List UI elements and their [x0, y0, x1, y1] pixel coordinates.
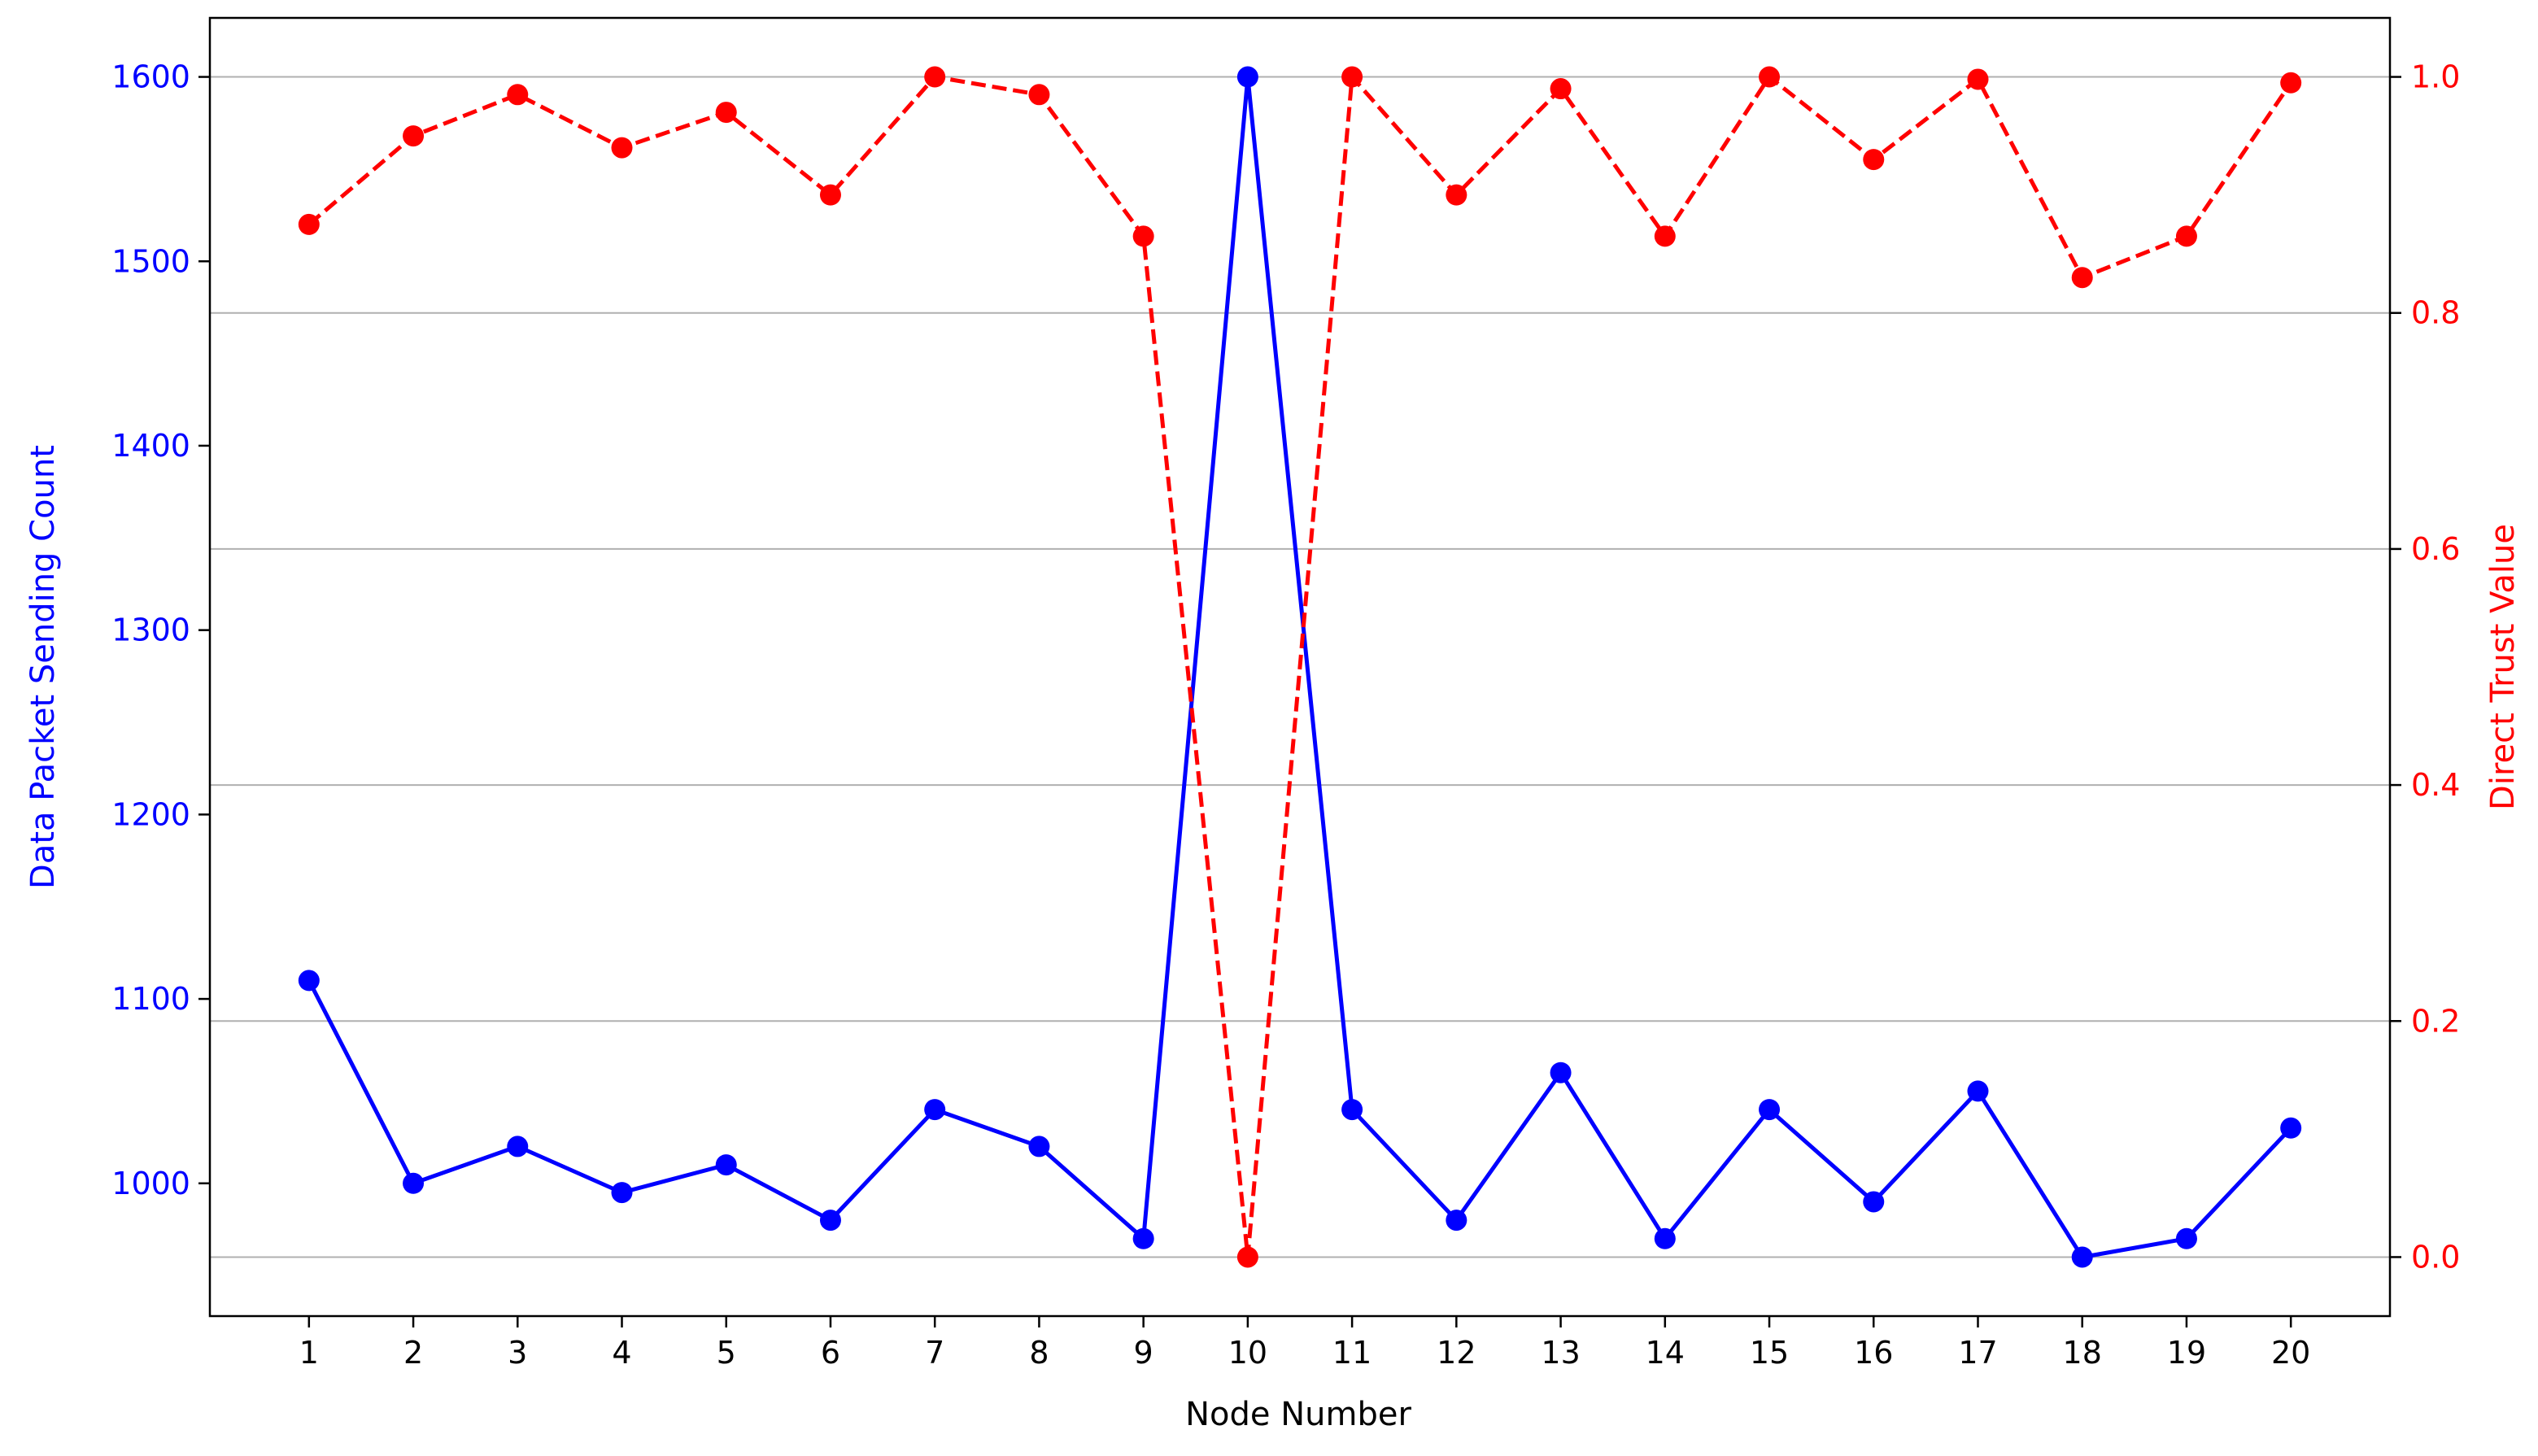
trust-value-point: [1028, 84, 1050, 106]
packet-count-point: [1550, 1061, 1572, 1083]
trust-value-point: [819, 184, 841, 206]
left-y-tick-label: 1200: [111, 796, 190, 832]
right-y-axis: 0.0 0.2 0.4 0.6 0.8 1.0: [2390, 59, 2460, 1275]
left-y-tick-label: 1500: [111, 243, 190, 279]
x-tick-label: 5: [717, 1335, 736, 1371]
right-y-tick-label: 0.4: [2411, 767, 2460, 803]
packet-count-point: [924, 1099, 946, 1121]
grid-lines: [210, 76, 2390, 1258]
right-y-tick-label: 1.0: [2411, 59, 2460, 95]
x-tick-label: 15: [1750, 1335, 1789, 1371]
packet-count-point: [1132, 1227, 1154, 1249]
series-layer: [298, 66, 2302, 1268]
packet-count-point: [1654, 1227, 1676, 1249]
left-y-tick-label: 1100: [111, 981, 190, 1017]
packet-count-point: [611, 1182, 633, 1204]
trust-value-point: [1236, 1246, 1258, 1268]
trust-value-point: [1759, 66, 1781, 88]
trust-value-point: [2071, 267, 2093, 289]
trust-value-point: [1341, 66, 1363, 88]
x-tick-label: 10: [1228, 1335, 1267, 1371]
left-y-axis-title: Data Packet Sending Count: [24, 445, 62, 889]
left-y-tick-label: 1400: [111, 428, 190, 464]
trust-value-point: [1863, 149, 1885, 171]
trust-value-point: [403, 125, 425, 147]
trust-value-point: [1654, 225, 1676, 247]
packet-count-point: [2071, 1246, 2093, 1268]
trust-value-point: [507, 84, 529, 106]
trust-value-series-line: [307, 75, 2293, 1259]
trust-value-point: [1132, 225, 1154, 247]
x-tick-label: 20: [2271, 1335, 2310, 1371]
left-y-tick-label: 1600: [111, 59, 190, 95]
packet-count-point: [1028, 1136, 1050, 1157]
right-y-axis-title: Direct Trust Value: [2484, 524, 2522, 810]
trust-value-point: [924, 66, 946, 88]
trust-value-point: [1967, 68, 1989, 90]
x-tick-label: 3: [508, 1335, 527, 1371]
packet-count-point: [403, 1172, 425, 1194]
packet-count-point: [298, 970, 320, 992]
trust-value-point: [715, 102, 737, 124]
packet-count-point: [507, 1136, 529, 1157]
trust-value-point: [2175, 225, 2197, 247]
right-y-tick-label: 0.6: [2411, 531, 2460, 567]
packet-count-point: [819, 1210, 841, 1231]
x-tick-label: 6: [821, 1335, 840, 1371]
x-tick-label: 17: [1958, 1335, 1997, 1371]
x-tick-label: 13: [1541, 1335, 1580, 1371]
x-tick-label: 12: [1437, 1335, 1476, 1371]
x-tick-label: 7: [925, 1335, 944, 1371]
packet-count-point: [715, 1154, 737, 1176]
right-y-tick-label: 0.2: [2411, 1003, 2460, 1039]
trust-value-point: [1446, 184, 1467, 206]
packet-count-series-line: [307, 75, 2293, 1259]
x-axis-title: Node Number: [1185, 1396, 1411, 1433]
trust-value-point: [2280, 72, 2302, 94]
x-tick-label: 19: [2167, 1335, 2206, 1371]
x-tick-label: 16: [1854, 1335, 1893, 1371]
right-y-tick-label: 0.0: [2411, 1239, 2460, 1275]
packet-count-point: [1759, 1099, 1781, 1121]
packet-count-point: [2175, 1227, 2197, 1249]
packet-count-point: [1863, 1191, 1885, 1213]
x-tick-label: 14: [1646, 1335, 1685, 1371]
x-tick-label: 8: [1029, 1335, 1049, 1371]
x-tick-label: 11: [1332, 1335, 1371, 1371]
packet-count-point: [2280, 1117, 2302, 1139]
trust-value-point: [1550, 78, 1572, 100]
packet-count-point: [1967, 1080, 1989, 1102]
x-tick-label: 1: [299, 1335, 319, 1371]
packet-count-point: [1341, 1099, 1363, 1121]
left-y-tick-label: 1000: [111, 1166, 190, 1201]
packet-count-point: [1236, 66, 1258, 88]
x-tick-label: 18: [2063, 1335, 2102, 1371]
plot-frame: [208, 16, 2392, 1318]
trust-value-point: [611, 137, 633, 159]
x-tick-label: 9: [1134, 1335, 1153, 1371]
left-y-axis: 1000 1100 1200 1300 1400 1500 1600: [111, 59, 210, 1201]
x-axis: 1 2 3 4 5 6 7 8 9 10 11 12 13 14 15 16 17 18 19 20: [299, 1316, 2310, 1371]
right-y-tick-label: 0.8: [2411, 295, 2460, 331]
packet-count-point: [1446, 1210, 1467, 1231]
left-y-tick-label: 1300: [111, 612, 190, 648]
x-tick-label: 2: [403, 1335, 423, 1371]
trust-value-point: [298, 213, 320, 235]
x-tick-label: 4: [612, 1335, 631, 1371]
